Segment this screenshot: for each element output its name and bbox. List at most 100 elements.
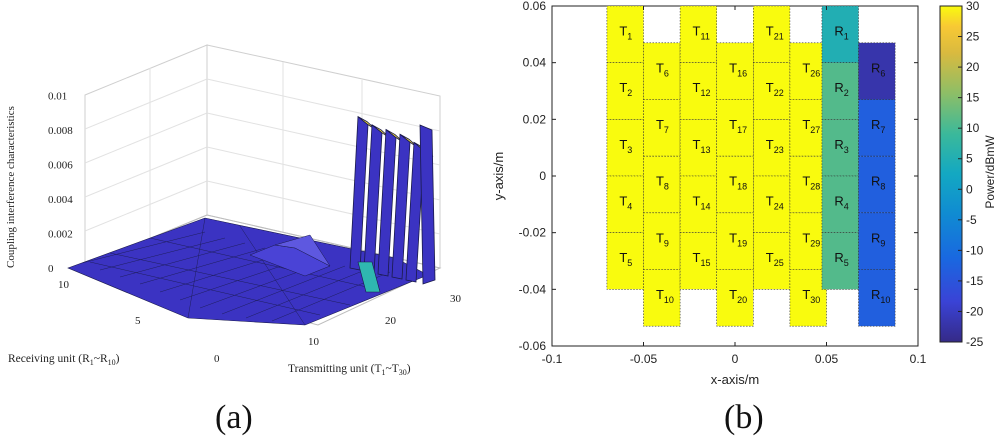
cell-label: T18 — [729, 174, 747, 192]
cell-label: T16 — [729, 60, 747, 78]
heatmap-cell — [789, 42, 827, 100]
cell-label: T3 — [619, 137, 632, 155]
cell-label: T17 — [729, 117, 747, 135]
cell-label: T15 — [693, 250, 711, 268]
cell-label: T6 — [656, 60, 669, 78]
cell-label: T19 — [729, 230, 747, 248]
z-tick-label: 0 — [48, 263, 54, 275]
heatmap-cell — [606, 232, 644, 290]
heatmap-cell — [858, 99, 896, 157]
cell-label: T2 — [619, 80, 632, 98]
x-tick-label: 0.1 — [910, 352, 927, 366]
y-tick-label: 0.06 — [523, 0, 547, 13]
heatmap-cell — [821, 232, 859, 290]
heatmap-cell — [789, 269, 827, 327]
peak-base-teal — [357, 261, 381, 293]
cell-label: R4 — [834, 193, 848, 211]
heatmap-cell — [643, 155, 681, 214]
colorbar-tick-label: -5 — [966, 213, 977, 227]
z-tick-label: 0.01 — [48, 91, 67, 103]
x-tick-labels: -0.1 -0.05 0 0.05 0.1 — [542, 6, 927, 366]
r-tick-label: 5 — [135, 315, 141, 327]
colorbar-tick-label: 10 — [966, 121, 980, 135]
cell-label: T29 — [802, 230, 820, 248]
heatmap-cell — [606, 5, 644, 63]
heatmap-cell — [752, 175, 791, 233]
colorbar-tick-label: 30 — [966, 0, 980, 13]
cell-label: R1 — [834, 23, 848, 41]
heatmap-cell — [858, 155, 896, 214]
heatmap-cell — [716, 155, 754, 214]
peak-drop-wall — [419, 124, 436, 285]
cell-label: T27 — [802, 117, 820, 135]
cell-label: R5 — [834, 250, 848, 268]
r-tick-label: 10 — [58, 279, 70, 291]
z-tick-label: 0.002 — [48, 229, 73, 241]
colorbar-tick-label: 0 — [966, 182, 973, 196]
cell-label: R7 — [871, 117, 885, 135]
heatmap-cell — [679, 62, 717, 120]
x-axis-label: x-axis/m — [711, 372, 759, 387]
x-tick-label: -0.05 — [630, 352, 658, 366]
x-tick-label: 0.05 — [815, 352, 839, 366]
colorbar-tick-label: -15 — [966, 274, 984, 288]
heatmap-cell — [858, 212, 896, 270]
y-tick-labels: 0.06 0.04 0.02 0 -0.02 -0.04 -0.06 — [519, 0, 918, 353]
y-tick-label: -0.06 — [519, 339, 547, 353]
heatmap-cell — [643, 42, 681, 100]
y-tick-label: 0.04 — [523, 56, 547, 70]
cell-label: T8 — [656, 174, 669, 192]
cell-label: T25 — [766, 250, 784, 268]
cell-label: T23 — [766, 137, 784, 155]
heatmap-cell — [821, 119, 859, 177]
z-tick-label: 0.006 — [48, 160, 73, 172]
surface-peaks — [349, 115, 436, 293]
t-tick-label: 10 — [308, 336, 320, 348]
cell-label: T20 — [729, 287, 747, 305]
cell-label: R2 — [834, 80, 848, 98]
cell-label: T21 — [766, 23, 784, 41]
heatmap-cell — [679, 232, 717, 290]
cell-label: T22 — [766, 80, 784, 98]
y-tick-label: -0.02 — [519, 226, 547, 240]
z-axis-label: Coupling interference characteristics — [5, 106, 17, 268]
heatmap-cell — [716, 42, 754, 100]
y-tick-label: 0 — [539, 169, 546, 183]
heatmap-cell — [716, 99, 754, 157]
colorbar-tick-label: -10 — [966, 243, 984, 257]
heatmap-cell — [643, 99, 681, 157]
panel-a-caption: (a) — [215, 399, 253, 436]
cell-label: T28 — [802, 174, 820, 192]
colorbar-tick-label: -20 — [966, 304, 984, 318]
colorbar-label: Power/dBmW — [983, 135, 997, 209]
heatmap-cells: T1 T2 T3 T4 T5 T6 T7 T8 T9 T10 T11 T12 T13 T14 T15 T16 T… — [606, 5, 896, 327]
colorbar-tick-label: 25 — [966, 30, 980, 44]
heatmap-cell — [679, 5, 717, 63]
cell-label: R10 — [871, 287, 890, 305]
heatmap-cell — [752, 119, 791, 177]
receiving-tick-labels: 0 5 10 — [58, 279, 220, 365]
cell-label: T10 — [656, 287, 674, 305]
cell-label: R6 — [871, 60, 885, 78]
cell-label: T12 — [693, 80, 711, 98]
cell-label: T1 — [619, 23, 632, 41]
heatmap-cell — [643, 269, 681, 327]
cell-label: R8 — [871, 174, 885, 192]
t-tick-label: 30 — [450, 293, 462, 305]
panel-b-heatmap: T1 T2 T3 T4 T5 T6 T7 T8 T9 T10 T11 T12 T13 T14 T15 T16 T… — [491, 0, 997, 436]
r-tick-label: 0 — [214, 353, 220, 365]
cell-label: T14 — [693, 193, 711, 211]
cell-label: T7 — [656, 117, 669, 135]
receiving-axis-label: Receiving unit (R1~R10) — [8, 353, 120, 367]
colorbar-tick-label: 20 — [966, 60, 980, 74]
y-axis-label: y-axis/m — [491, 152, 506, 200]
heatmap-cell — [858, 269, 896, 327]
heatmap-cell — [752, 232, 791, 290]
colorbar-tick-labels: 30 25 20 15 10 5 0 -5 -10 -15 -20 -25 — [958, 0, 984, 349]
panel-a-surface-plot: 0 0.002 0.004 0.006 0.008 0.01 0 5 10 10 20 30 Co… — [5, 44, 462, 436]
cell-label: T30 — [802, 287, 820, 305]
colorbar — [939, 5, 963, 343]
heatmap-cell — [716, 269, 754, 327]
t-tick-label: 20 — [385, 315, 397, 327]
